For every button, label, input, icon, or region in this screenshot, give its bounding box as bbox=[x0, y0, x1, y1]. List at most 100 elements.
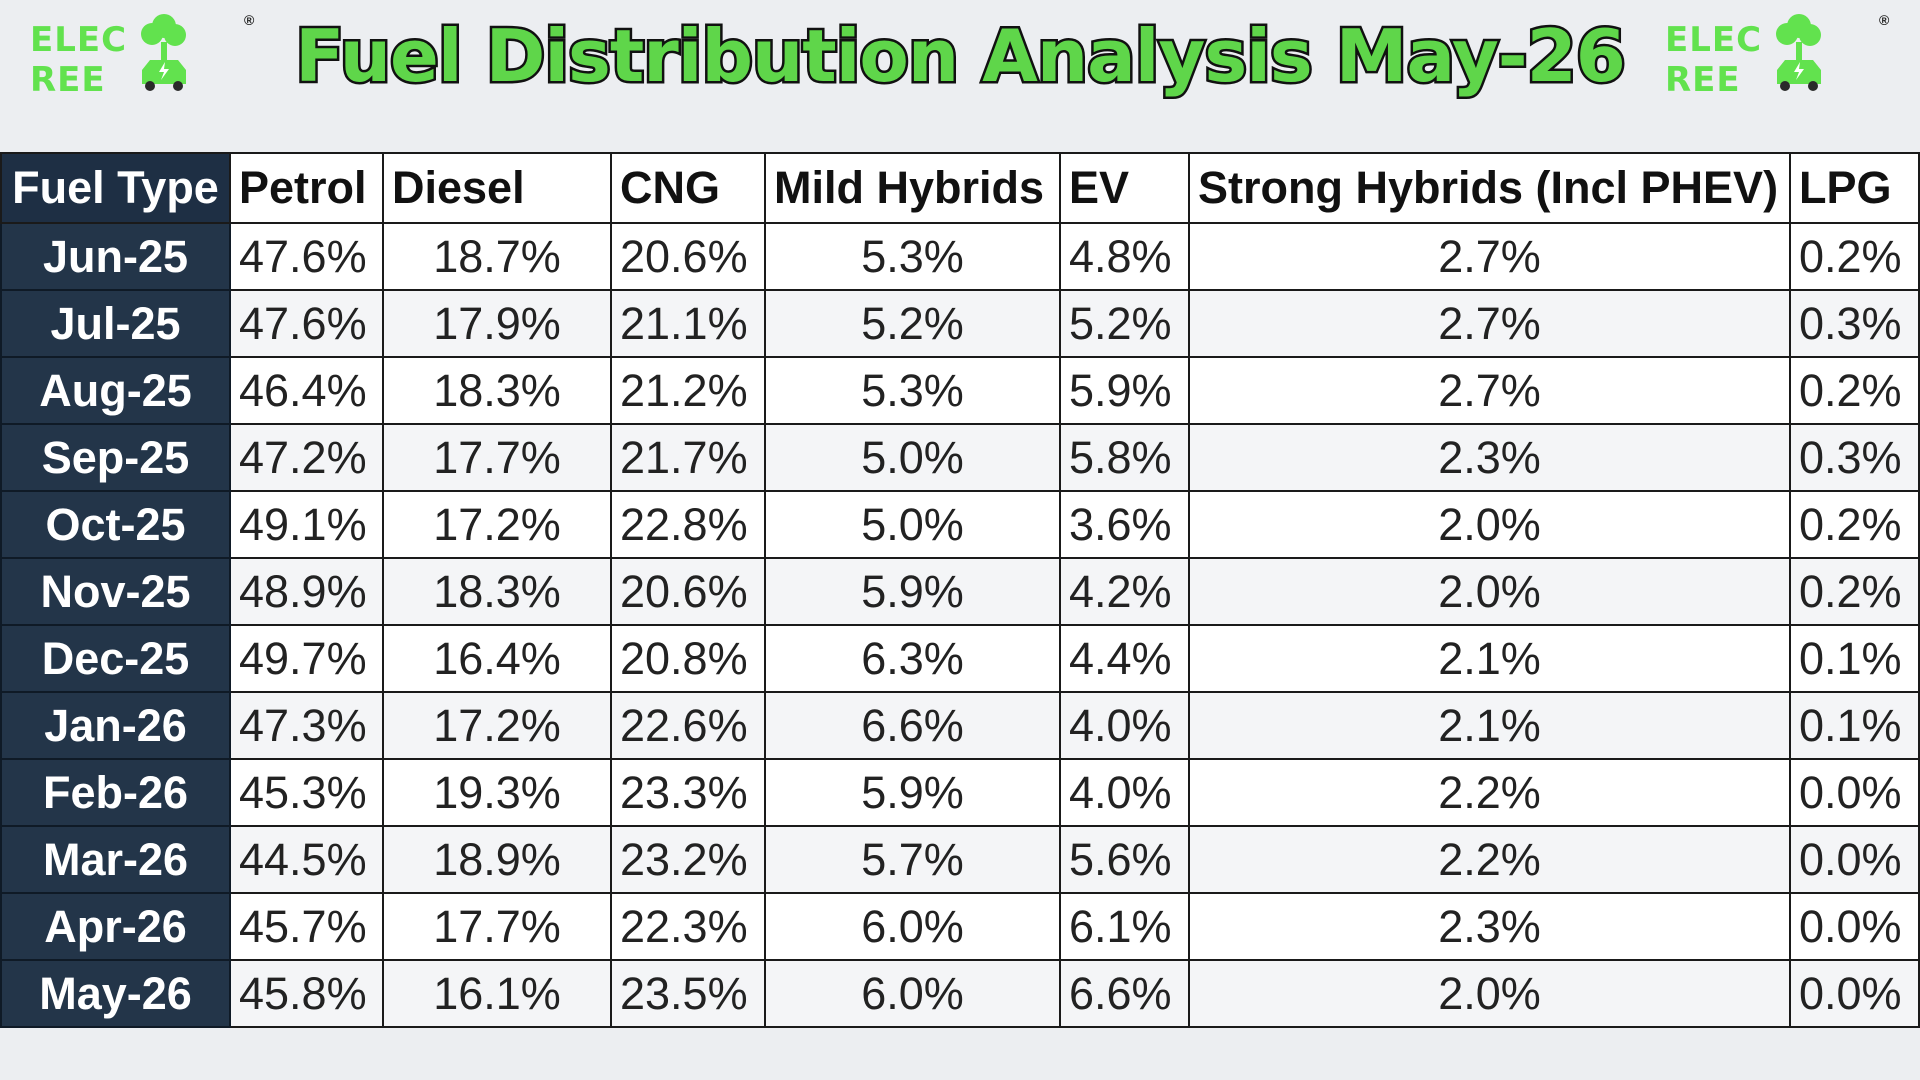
month-cell: Nov-25 bbox=[0, 557, 231, 626]
strong-hybrids-cell: 2.1% bbox=[1188, 691, 1791, 760]
month-cell: Apr-26 bbox=[0, 892, 231, 961]
month-cell: Oct-25 bbox=[0, 490, 231, 559]
mild-hybrids-cell: 5.0% bbox=[764, 490, 1061, 559]
table-row: Apr-26 45.7% 17.7% 22.3% 6.0% 6.1% 2.3% … bbox=[0, 892, 1920, 961]
mild-hybrids-cell: 6.0% bbox=[764, 959, 1061, 1028]
table-row: Jul-25 47.6% 17.9% 21.1% 5.2% 5.2% 2.7% … bbox=[0, 289, 1920, 358]
strong-hybrids-cell: 2.7% bbox=[1188, 222, 1791, 291]
diesel-cell: 18.3% bbox=[382, 557, 612, 626]
cng-cell: 21.1% bbox=[610, 289, 766, 358]
ev-cell: 5.2% bbox=[1059, 289, 1190, 358]
tree-car-icon bbox=[141, 14, 186, 91]
lpg-cell: 0.0% bbox=[1789, 892, 1920, 961]
mild-hybrids-cell: 6.3% bbox=[764, 624, 1061, 693]
month-cell: Jun-25 bbox=[0, 222, 231, 291]
cng-cell: 22.6% bbox=[610, 691, 766, 760]
ev-cell: 4.0% bbox=[1059, 758, 1190, 827]
strong-hybrids-cell: 2.7% bbox=[1188, 356, 1791, 425]
ev-cell: 4.4% bbox=[1059, 624, 1190, 693]
logo-text-left: ELEC bbox=[1665, 20, 1763, 60]
column-header: Strong Hybrids (Incl PHEV) bbox=[1188, 152, 1791, 224]
diesel-cell: 17.9% bbox=[382, 289, 612, 358]
page-title: Fuel Distribution Analysis May-26 bbox=[293, 12, 1629, 101]
table-row: Jan-26 47.3% 17.2% 22.6% 6.6% 4.0% 2.1% … bbox=[0, 691, 1920, 760]
column-header: Diesel bbox=[382, 152, 612, 224]
registered-mark: ® bbox=[1879, 12, 1890, 28]
strong-hybrids-cell: 2.3% bbox=[1188, 423, 1791, 492]
mild-hybrids-cell: 5.9% bbox=[764, 758, 1061, 827]
mild-hybrids-cell: 5.2% bbox=[764, 289, 1061, 358]
cng-cell: 20.8% bbox=[610, 624, 766, 693]
ev-cell: 5.8% bbox=[1059, 423, 1190, 492]
tree-car-icon bbox=[1776, 14, 1821, 91]
petrol-cell: 47.6% bbox=[229, 222, 384, 291]
lpg-cell: 0.0% bbox=[1789, 825, 1920, 894]
ev-cell: 4.2% bbox=[1059, 557, 1190, 626]
cng-cell: 23.5% bbox=[610, 959, 766, 1028]
petrol-cell: 45.7% bbox=[229, 892, 384, 961]
petrol-cell: 45.3% bbox=[229, 758, 384, 827]
logo-text-right: REE bbox=[30, 60, 106, 100]
lpg-cell: 0.1% bbox=[1789, 691, 1920, 760]
fuel-distribution-table-wrap: Fuel Type Petrol Diesel CNG Mild Hybrids… bbox=[0, 152, 1920, 1028]
petrol-cell: 49.7% bbox=[229, 624, 384, 693]
month-cell: Sep-25 bbox=[0, 423, 231, 492]
table-row: Feb-26 45.3% 19.3% 23.3% 5.9% 4.0% 2.2% … bbox=[0, 758, 1920, 827]
mild-hybrids-cell: 5.7% bbox=[764, 825, 1061, 894]
mild-hybrids-cell: 5.3% bbox=[764, 222, 1061, 291]
month-cell: Jul-25 bbox=[0, 289, 231, 358]
month-cell: Jan-26 bbox=[0, 691, 231, 760]
strong-hybrids-cell: 2.0% bbox=[1188, 490, 1791, 559]
table-row: Mar-26 44.5% 18.9% 23.2% 5.7% 5.6% 2.2% … bbox=[0, 825, 1920, 894]
diesel-cell: 18.3% bbox=[382, 356, 612, 425]
diesel-cell: 16.1% bbox=[382, 959, 612, 1028]
diesel-cell: 16.4% bbox=[382, 624, 612, 693]
strong-hybrids-cell: 2.0% bbox=[1188, 959, 1791, 1028]
month-cell: Feb-26 bbox=[0, 758, 231, 827]
month-cell: Mar-26 bbox=[0, 825, 231, 894]
table-row: Nov-25 48.9% 18.3% 20.6% 5.9% 4.2% 2.0% … bbox=[0, 557, 1920, 626]
lpg-cell: 0.2% bbox=[1789, 557, 1920, 626]
ev-cell: 5.9% bbox=[1059, 356, 1190, 425]
strong-hybrids-cell: 2.1% bbox=[1188, 624, 1791, 693]
lpg-cell: 0.3% bbox=[1789, 423, 1920, 492]
petrol-cell: 44.5% bbox=[229, 825, 384, 894]
logo-text-right: REE bbox=[1665, 60, 1741, 100]
table-row: Sep-25 47.2% 17.7% 21.7% 5.0% 5.8% 2.3% … bbox=[0, 423, 1920, 492]
ev-cell: 4.8% bbox=[1059, 222, 1190, 291]
logo-right: ELECREE ® bbox=[1665, 12, 1895, 100]
month-cell: Dec-25 bbox=[0, 624, 231, 693]
ev-cell: 6.6% bbox=[1059, 959, 1190, 1028]
column-header: Mild Hybrids bbox=[764, 152, 1061, 224]
header: ELECREE ® Fuel Distribution Analysis May… bbox=[0, 0, 1920, 150]
lpg-cell: 0.2% bbox=[1789, 356, 1920, 425]
table-row: Oct-25 49.1% 17.2% 22.8% 5.0% 3.6% 2.0% … bbox=[0, 490, 1920, 559]
lpg-cell: 0.1% bbox=[1789, 624, 1920, 693]
diesel-cell: 18.7% bbox=[382, 222, 612, 291]
strong-hybrids-cell: 2.2% bbox=[1188, 758, 1791, 827]
mild-hybrids-cell: 5.3% bbox=[764, 356, 1061, 425]
petrol-cell: 46.4% bbox=[229, 356, 384, 425]
cng-cell: 20.6% bbox=[610, 557, 766, 626]
column-header: LPG bbox=[1789, 152, 1920, 224]
cng-cell: 23.3% bbox=[610, 758, 766, 827]
table-row: May-26 45.8% 16.1% 23.5% 6.0% 6.6% 2.0% … bbox=[0, 959, 1920, 1028]
column-header: EV bbox=[1059, 152, 1190, 224]
strong-hybrids-cell: 2.7% bbox=[1188, 289, 1791, 358]
registered-mark: ® bbox=[244, 12, 255, 28]
petrol-cell: 47.3% bbox=[229, 691, 384, 760]
petrol-cell: 45.8% bbox=[229, 959, 384, 1028]
diesel-cell: 17.7% bbox=[382, 423, 612, 492]
mild-hybrids-cell: 6.6% bbox=[764, 691, 1061, 760]
lpg-cell: 0.3% bbox=[1789, 289, 1920, 358]
ev-cell: 6.1% bbox=[1059, 892, 1190, 961]
lpg-cell: 0.2% bbox=[1789, 490, 1920, 559]
cng-cell: 21.2% bbox=[610, 356, 766, 425]
petrol-cell: 49.1% bbox=[229, 490, 384, 559]
strong-hybrids-cell: 2.3% bbox=[1188, 892, 1791, 961]
cng-cell: 23.2% bbox=[610, 825, 766, 894]
strong-hybrids-cell: 2.0% bbox=[1188, 557, 1791, 626]
petrol-cell: 47.6% bbox=[229, 289, 384, 358]
month-cell: Aug-25 bbox=[0, 356, 231, 425]
fuel-distribution-table: Fuel Type Petrol Diesel CNG Mild Hybrids… bbox=[0, 152, 1920, 1028]
